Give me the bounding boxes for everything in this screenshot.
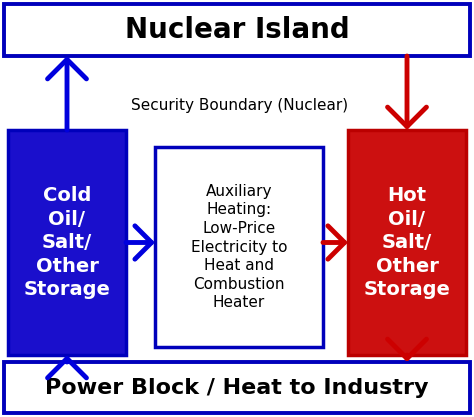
Bar: [348, 130, 466, 355]
Text: Power Block / Heat to Industry: Power Block / Heat to Industry: [45, 377, 429, 397]
Text: Cold
Oil/
Salt/
Other
Storage: Cold Oil/ Salt/ Other Storage: [24, 186, 110, 299]
Text: Security Boundary (Nuclear): Security Boundary (Nuclear): [131, 98, 348, 113]
Text: Hot
Oil/
Salt/
Other
Storage: Hot Oil/ Salt/ Other Storage: [364, 186, 450, 299]
Text: Auxiliary
Heating:
Low-Price
Electricity to
Heat and
Combustion
Heater: Auxiliary Heating: Low-Price Electricity…: [191, 184, 287, 310]
Bar: [4, 4, 470, 56]
Bar: [4, 362, 470, 413]
Bar: [155, 147, 323, 347]
Text: Nuclear Island: Nuclear Island: [125, 16, 349, 44]
Bar: [8, 130, 126, 355]
